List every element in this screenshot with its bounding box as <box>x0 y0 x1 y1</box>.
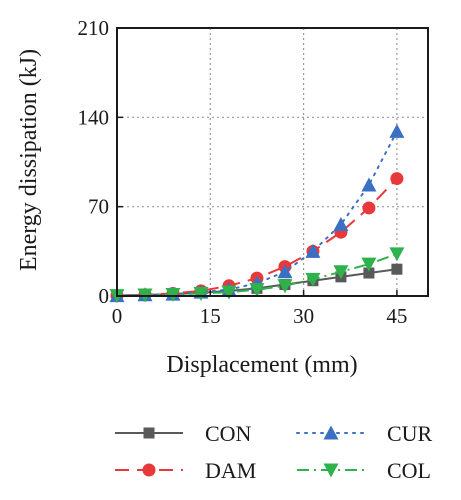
data-point-col <box>333 265 349 280</box>
data-point-dam <box>362 201 376 215</box>
data-point-col <box>193 286 209 301</box>
legend-marker-col <box>323 463 339 478</box>
data-point-cur <box>361 177 377 192</box>
data-point-col <box>221 285 237 300</box>
y-tick-label: 70 <box>88 195 109 219</box>
tick-labels: 0 15 30 45 0 70 140 210 <box>78 16 408 328</box>
plot-frame <box>116 27 429 297</box>
legend-label-col: COL <box>387 458 431 483</box>
data-point-col <box>361 257 377 272</box>
data-point-cur <box>389 123 405 138</box>
legend-item-cur: CUR <box>296 421 433 446</box>
legend: CON CUR DAM COL <box>115 421 433 483</box>
axes <box>116 27 429 297</box>
data-point-cur <box>305 243 321 258</box>
x-tick-label: 0 <box>112 304 123 328</box>
x-tick-label: 15 <box>200 304 221 328</box>
data-point-con <box>363 267 375 279</box>
y-tick-label: 0 <box>99 284 110 308</box>
data-point-dam <box>390 172 404 186</box>
legend-label-dam: DAM <box>205 458 256 483</box>
y-tick-label: 210 <box>78 16 110 40</box>
legend-label-con: CON <box>205 421 252 446</box>
series-line-cur <box>116 130 398 297</box>
data-point-col <box>277 279 293 294</box>
data-point-cur <box>333 217 349 232</box>
legend-marker-cur <box>323 425 339 440</box>
x-tick-label: 30 <box>293 304 314 328</box>
legend-label-cur: CUR <box>387 421 433 446</box>
data-point-col <box>249 283 265 298</box>
legend-item-con: CON <box>115 421 252 446</box>
data-point-col <box>165 287 181 302</box>
x-axis-label: Displacement (mm) <box>166 352 357 378</box>
legend-item-dam: DAM <box>115 458 256 483</box>
data-point-con <box>391 263 403 275</box>
legend-marker-con <box>143 427 155 439</box>
x-tick-label: 45 <box>386 304 407 328</box>
y-axis-label: Energy dissipation (kJ) <box>16 49 42 271</box>
data-point-col <box>305 272 321 287</box>
legend-item-col: COL <box>297 458 431 483</box>
series-layer <box>109 123 405 304</box>
y-tick-label: 140 <box>78 105 110 129</box>
legend-marker-dam <box>142 463 156 477</box>
data-point-cur <box>277 264 293 279</box>
data-point-col <box>389 247 405 262</box>
grid <box>117 28 428 296</box>
